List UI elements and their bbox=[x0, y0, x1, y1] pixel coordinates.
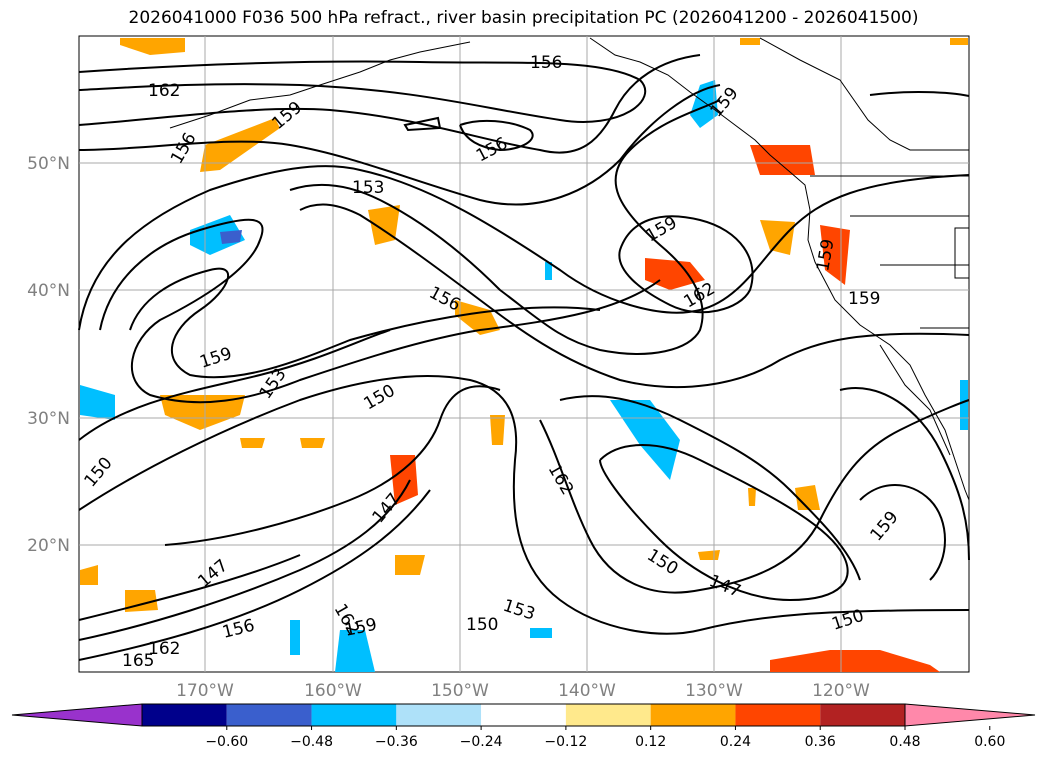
colorbar-tick-label: −0.60 bbox=[205, 734, 248, 750]
lon-label: 140°W bbox=[558, 681, 616, 701]
map-title: 2026041000 F036 500 hPa refract., river … bbox=[128, 8, 919, 28]
contour-label: 156 bbox=[530, 53, 562, 73]
height-contours bbox=[78, 54, 970, 661]
lat-label: 50°N bbox=[27, 154, 70, 174]
gridlines bbox=[79, 36, 969, 672]
colorbar-tick-label: −0.12 bbox=[544, 734, 587, 750]
colorbar-segment bbox=[565, 704, 651, 726]
lat-label: 30°N bbox=[27, 409, 70, 429]
lon-label: 150°W bbox=[431, 681, 489, 701]
lon-label: 160°W bbox=[304, 681, 362, 701]
lat-label: 20°N bbox=[27, 536, 70, 556]
colorbar-segment bbox=[311, 704, 397, 726]
lon-label: 170°W bbox=[176, 681, 234, 701]
colorbar-tick-label: 0.48 bbox=[889, 734, 920, 750]
colorbar-segment bbox=[142, 704, 227, 726]
colorbar-tick-label: 0.24 bbox=[720, 734, 751, 750]
colorbar-tick-label: 0.36 bbox=[805, 734, 836, 750]
latitude-labels: 50°N 40°N 30°N 20°N bbox=[27, 154, 70, 556]
colorbar-segment bbox=[735, 704, 821, 726]
coastlines bbox=[169, 37, 970, 501]
contour-label: 150 bbox=[466, 615, 498, 635]
colorbar-segment bbox=[396, 704, 482, 726]
lat-label: 40°N bbox=[27, 281, 70, 301]
colorbar-segment bbox=[226, 704, 312, 726]
colorbar-tick-label: −0.24 bbox=[460, 734, 503, 750]
colorbar-tick-label: 0.12 bbox=[635, 734, 666, 750]
colorbar-tick-label: −0.36 bbox=[375, 734, 418, 750]
colorbar-extend-low bbox=[11, 703, 143, 727]
colorbar-frame bbox=[141, 703, 906, 727]
contour-label: 165 bbox=[122, 651, 154, 671]
colorbar-tick-label: 0.60 bbox=[974, 734, 1005, 750]
colorbar-tick-label: −0.48 bbox=[290, 734, 333, 750]
colorbar-segment bbox=[820, 704, 905, 726]
lon-label: 120°W bbox=[812, 681, 870, 701]
contour-label: 162 bbox=[148, 81, 180, 101]
colorbar-segment bbox=[650, 704, 736, 726]
longitude-labels: 170°W 160°W 150°W 140°W 130°W 120°W bbox=[176, 681, 870, 701]
map-plot-area: 162 156 156 159 156 153 159 159 159 162 … bbox=[78, 35, 970, 673]
contour-label: 159 bbox=[848, 289, 880, 309]
contour-label: 162 bbox=[148, 639, 180, 659]
lon-label: 130°W bbox=[685, 681, 743, 701]
colorbar-extend-high bbox=[904, 703, 1036, 727]
colorbar: −0.60 −0.48 −0.36 −0.24 −0.12 0.12 0.24 0.36 0.4… bbox=[11, 703, 1036, 750]
colorbar-segment bbox=[481, 704, 566, 726]
contour-label: 153 bbox=[352, 178, 384, 198]
